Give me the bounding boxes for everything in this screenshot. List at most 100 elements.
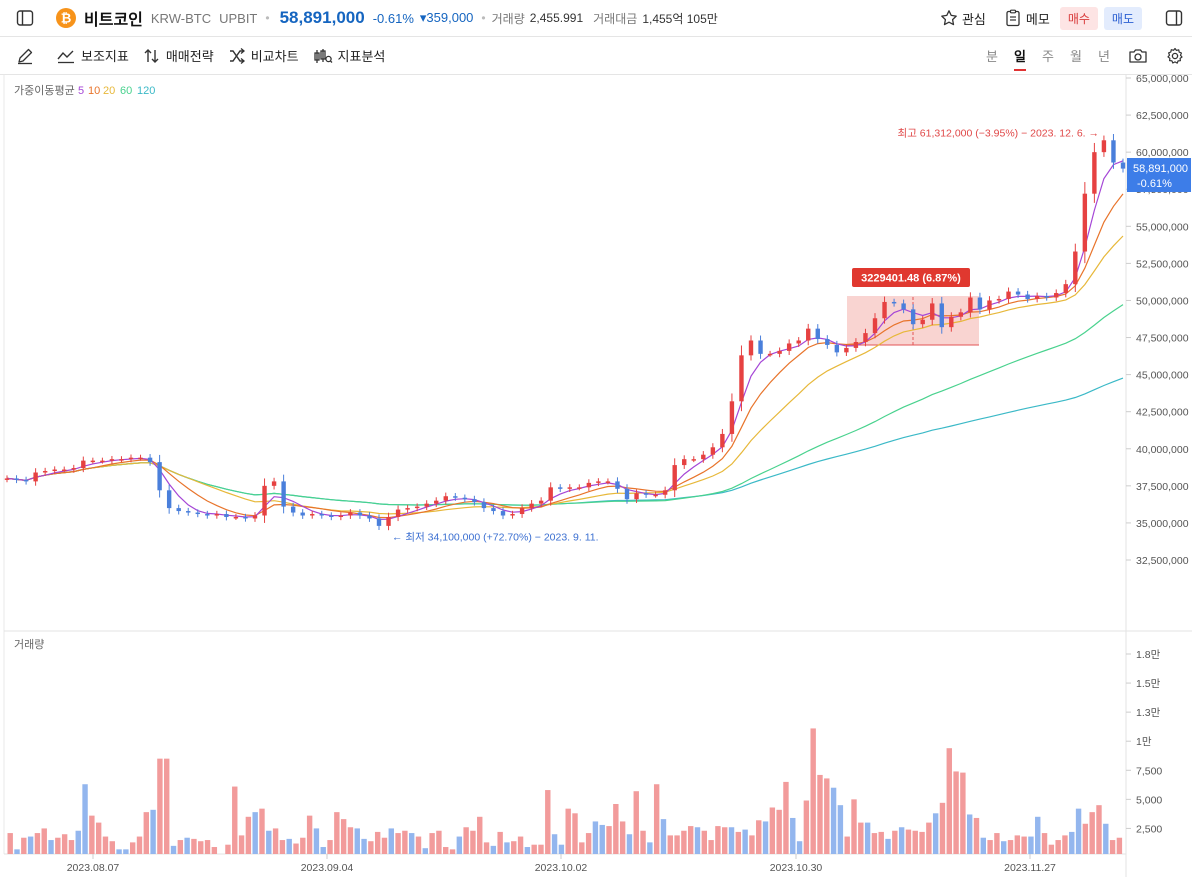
volume-bar <box>286 838 292 854</box>
period-minute-tab[interactable]: 분 <box>986 49 998 64</box>
volume-bar <box>170 845 177 854</box>
volume-bar <box>198 841 204 854</box>
volume-bar <box>932 813 939 854</box>
volume-bar <box>735 831 742 854</box>
volume-bar <box>129 842 136 854</box>
high-price-annotation: 최고 61,312,000 (−3.95%) − 2023. 12. 6. → <box>898 128 1099 140</box>
volume-bar <box>898 827 905 854</box>
volume-bar <box>443 847 449 854</box>
volume-bar <box>477 816 483 854</box>
candle-body <box>662 490 668 495</box>
camera-icon[interactable] <box>1128 47 1148 65</box>
volume-bar <box>497 831 503 854</box>
date-tick-label: 2023.09.04 <box>301 862 354 874</box>
candle-body <box>825 339 830 345</box>
candle-body <box>1073 251 1078 285</box>
volume-bar <box>164 758 170 854</box>
top-bar: ₿ 비트코인 KRW-BTC UPBIT • 58,891,000 -0.61%… <box>0 0 1192 37</box>
volume-bar <box>987 840 993 854</box>
volume-bar <box>824 778 830 854</box>
period-year-tab[interactable]: 년 <box>1098 49 1110 64</box>
volume-bar <box>790 817 796 854</box>
candle-body <box>548 487 553 501</box>
exchange-name: UPBIT <box>219 10 258 26</box>
volume-bar <box>701 830 708 854</box>
panel-toggle-icon[interactable] <box>1164 8 1184 28</box>
candle-body <box>243 516 248 519</box>
compare-button[interactable]: 비교차트 <box>228 46 299 65</box>
price-chart[interactable]: 65,000,00062,500,00060,000,00057,500,000… <box>0 74 1192 877</box>
volume-bar <box>293 843 299 854</box>
candle-body <box>958 312 964 317</box>
price-annotations: 최고 61,312,000 (−3.95%) − 2023. 12. 6. → ←… <box>392 128 1099 544</box>
watchlist-button[interactable]: 관심 <box>940 9 986 28</box>
price-tick-label: 55,000,000 <box>1136 221 1189 233</box>
volume-bar <box>388 828 394 854</box>
indicators-button[interactable]: 보조지표 <box>56 46 129 65</box>
volume-bar <box>109 841 115 854</box>
candle-body <box>42 471 48 473</box>
volume-bar <box>551 834 558 854</box>
volume-bar <box>191 838 197 854</box>
period-week-tab[interactable]: 주 <box>1042 49 1054 64</box>
candle-body <box>910 309 916 325</box>
candle-body <box>672 465 677 491</box>
memo-button[interactable]: 메모 <box>1004 9 1050 28</box>
date-tick-label: 2023.10.02 <box>535 862 588 874</box>
sell-button[interactable]: 매도 <box>1103 6 1142 30</box>
candle-body <box>424 503 429 507</box>
buy-button[interactable]: 매수 <box>1059 6 1098 30</box>
volume-bar <box>694 827 701 854</box>
amount-label: 거래대금 <box>593 11 638 26</box>
memo-icon <box>1006 9 1020 27</box>
volume-tick-label: 2,500 <box>1136 823 1162 835</box>
volume-bar <box>1048 844 1055 854</box>
price-tick-label: 62,500,000 <box>1136 110 1189 122</box>
draw-pencil-icon[interactable] <box>16 47 34 65</box>
volume-bar <box>538 844 544 854</box>
volume-bar <box>347 827 354 854</box>
candle-body <box>329 515 334 518</box>
period-month-tab[interactable]: 월 <box>1070 49 1082 64</box>
candle-body <box>33 472 38 482</box>
analysis-button[interactable]: 지표분석 <box>313 46 385 65</box>
sidebar-toggle-icon[interactable] <box>15 8 35 28</box>
candle-body <box>414 506 420 509</box>
volume-bar <box>415 836 422 854</box>
shuffle-icon <box>229 47 245 64</box>
star-icon <box>941 10 957 26</box>
candle-body <box>949 316 954 328</box>
volume-bar <box>7 833 13 854</box>
candle-body <box>920 319 925 325</box>
volume-bar <box>211 847 218 854</box>
settings-gear-icon[interactable] <box>1166 47 1184 65</box>
volume-bar <box>1082 823 1089 854</box>
volume-bar <box>524 847 531 854</box>
price-tick-label: 65,000,000 <box>1136 74 1189 85</box>
period-day-tab[interactable]: 일 <box>1006 46 1034 71</box>
candle-body <box>453 496 458 498</box>
candle-body <box>147 457 153 463</box>
volume-bar <box>157 758 163 854</box>
volume-bar <box>449 849 456 854</box>
volume-bar <box>470 830 476 854</box>
candle-body <box>729 401 735 434</box>
volume-bar <box>177 840 184 854</box>
ma-legend: 가중이동평균 5 10 20 60 120 <box>14 84 155 97</box>
volume-bar <box>531 844 537 854</box>
volume-bar <box>762 821 769 854</box>
candle-body <box>386 516 391 526</box>
candle-body <box>176 508 181 512</box>
volume-bar <box>742 829 748 854</box>
candle-body <box>62 469 67 472</box>
coin-name: 비트코인 <box>84 12 143 29</box>
ma10-legend: 10 <box>88 85 100 97</box>
candle-body <box>23 479 29 482</box>
candle-body <box>205 514 210 516</box>
volume-bar <box>320 847 326 854</box>
amount-value: 1,455억 105만 <box>642 11 718 26</box>
candle-body <box>157 462 162 491</box>
candle-body <box>710 447 716 455</box>
strategy-button[interactable]: 매매전략 <box>143 46 214 65</box>
volume-bar <box>55 837 61 854</box>
